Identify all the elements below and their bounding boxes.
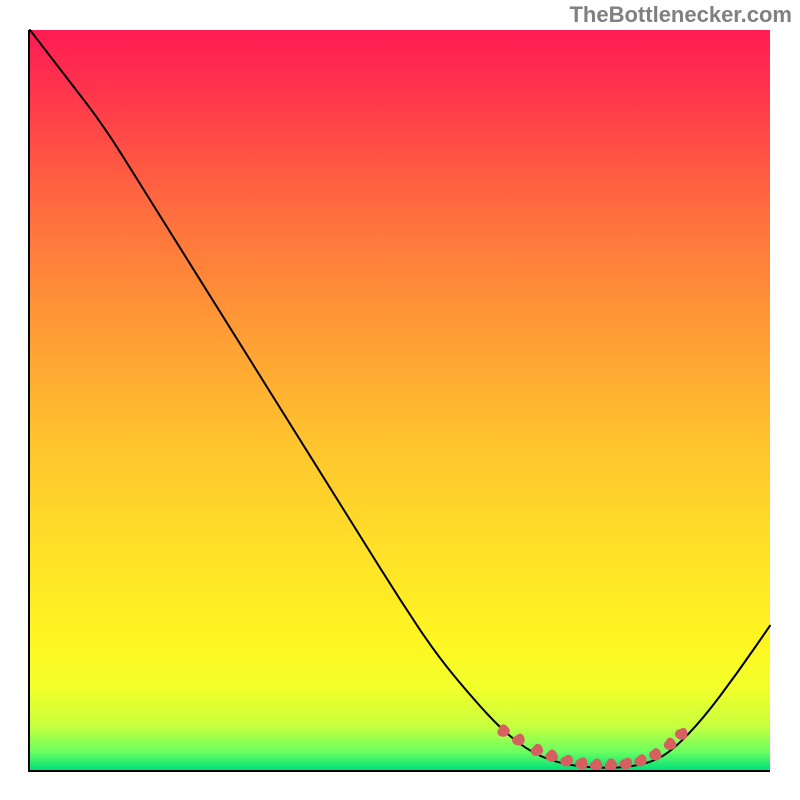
y-axis: [28, 30, 30, 772]
marker-point: [648, 748, 662, 762]
watermark-text: TheBottlenecker.com: [569, 2, 792, 28]
marker-point: [530, 744, 545, 758]
marker-point: [619, 756, 634, 771]
marker-point: [590, 758, 603, 771]
x-axis: [28, 770, 770, 772]
marker-point: [512, 733, 526, 747]
chart-container: TheBottlenecker.com: [0, 0, 800, 800]
marker-point: [560, 753, 575, 768]
marker-point: [496, 723, 511, 739]
highlight-markers: [30, 30, 770, 770]
marker-point: [545, 748, 559, 762]
plot-area: [30, 30, 770, 770]
marker-point: [663, 736, 677, 750]
marker-point: [674, 727, 689, 741]
marker-point: [633, 754, 648, 768]
marker-point: [574, 757, 589, 771]
